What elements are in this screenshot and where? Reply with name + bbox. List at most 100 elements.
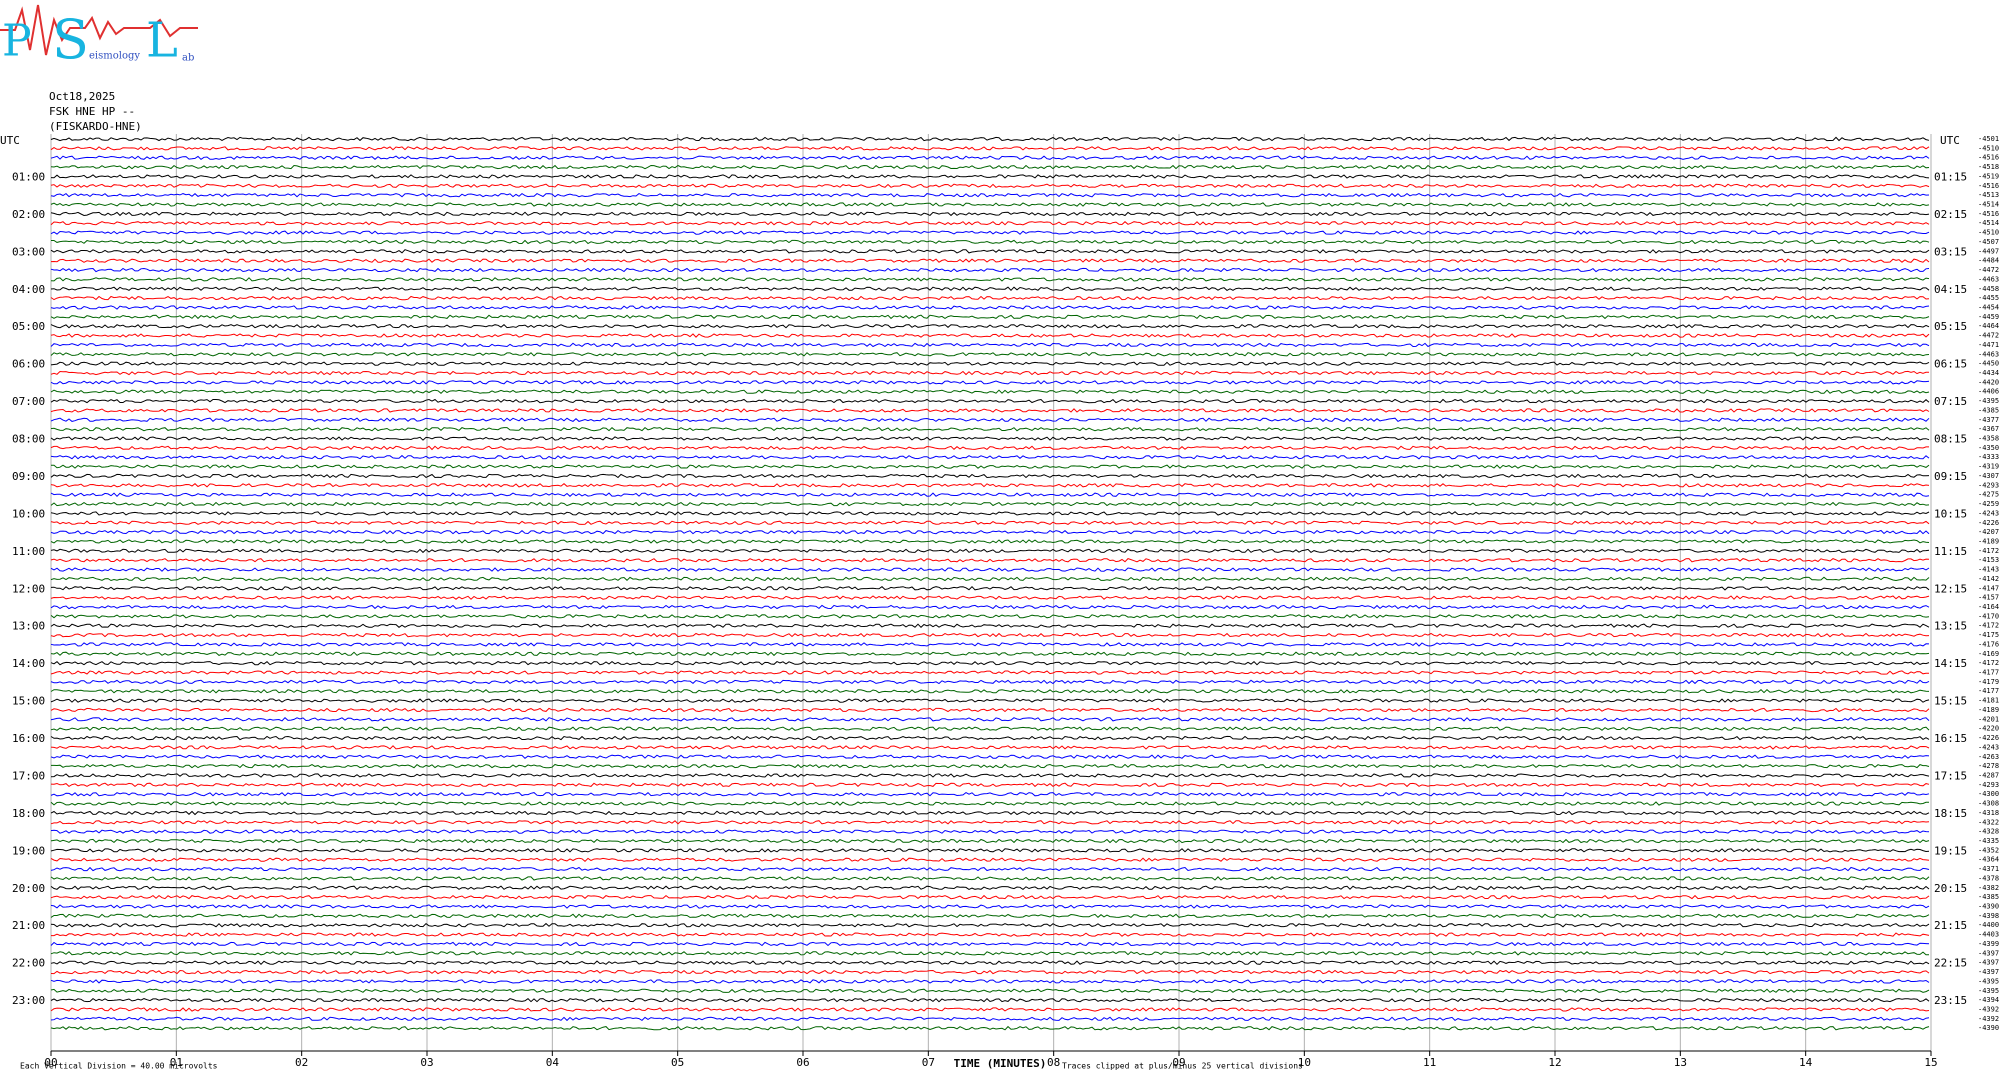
trace-offset: -4398	[1978, 912, 1999, 920]
trace-offset: -4308	[1978, 800, 1999, 808]
trace-offset: -4463	[1978, 275, 1999, 283]
trace-offset: -4392	[1978, 1005, 1999, 1013]
hour-label: 12:00	[12, 582, 45, 595]
hour-label: 03:15	[1934, 245, 1967, 258]
trace	[50, 174, 1930, 179]
hour-label: 16:00	[12, 732, 45, 745]
trace-offset: -4278	[1978, 762, 1999, 770]
hour-label: 02:15	[1934, 208, 1967, 221]
trace-offset: -4395	[1978, 987, 1999, 995]
trace	[50, 941, 1930, 947]
trace-offset: -4395	[1978, 977, 1999, 985]
hour-label: 08:00	[12, 433, 45, 446]
trace-offset: -4434	[1978, 369, 1999, 377]
trace-offset: -4319	[1978, 463, 1999, 471]
x-tick-label: 00	[44, 1056, 57, 1069]
trace-offset: -4513	[1978, 191, 1999, 199]
trace	[50, 146, 1930, 151]
trace	[50, 492, 1930, 498]
trace	[50, 557, 1930, 563]
trace-offset: -4390	[1978, 903, 1999, 911]
trace-offset: -4333	[1978, 453, 1999, 461]
trace-offset: -4307	[1978, 472, 1999, 480]
trace-offset: -4514	[1978, 201, 1999, 209]
clip-note: Traces clipped at plus/minus 25 vertical…	[1062, 1062, 1303, 1071]
trace	[50, 632, 1930, 638]
trace	[50, 529, 1930, 535]
trace-offset: -4406	[1978, 388, 1999, 396]
trace	[50, 483, 1930, 488]
hour-label: 12:15	[1934, 582, 1967, 595]
trace-offset: -4153	[1978, 556, 1999, 564]
trace-offset: -4335	[1978, 837, 1999, 845]
trace	[50, 689, 1930, 694]
trace	[50, 838, 1930, 844]
trace-offset: -4510	[1978, 229, 1999, 237]
trace	[50, 221, 1930, 226]
trace	[50, 829, 1930, 834]
trace	[50, 960, 1930, 966]
hour-label: 20:15	[1934, 882, 1967, 895]
hour-label: 06:00	[12, 358, 45, 371]
trace	[50, 417, 1930, 423]
utc-label: UTC	[1940, 134, 1960, 147]
trace	[50, 249, 1930, 254]
trace	[50, 979, 1930, 984]
trace	[50, 1007, 1930, 1012]
trace-offset: -4382	[1978, 884, 1999, 892]
trace-offset: -4350	[1978, 444, 1999, 452]
trace-offset: -4450	[1978, 360, 1999, 368]
hour-label: 01:00	[12, 170, 45, 183]
trace	[50, 398, 1930, 404]
trace	[50, 155, 1930, 160]
trace	[50, 754, 1930, 760]
hour-label: 18:00	[12, 807, 45, 820]
trace-offset: -4459	[1978, 313, 1999, 321]
hour-label: 10:15	[1934, 507, 1967, 520]
trace	[50, 969, 1930, 975]
trace	[50, 791, 1930, 797]
trace-offset: -4170	[1978, 612, 1999, 620]
x-tick-label: 10	[1298, 1056, 1311, 1069]
x-tick-label: 08	[1047, 1056, 1060, 1069]
trace	[50, 136, 1930, 142]
x-tick-label: 05	[671, 1056, 684, 1069]
hour-label: 23:15	[1934, 994, 1967, 1007]
trace	[51, 464, 1930, 469]
logo-letter: S	[52, 8, 89, 71]
x-tick-label: 14	[1799, 1056, 1813, 1069]
trace-offset: -4516	[1978, 182, 1999, 190]
hour-label: 10:00	[12, 507, 45, 520]
hour-label: 14:00	[12, 657, 45, 670]
trace-offset: -4507	[1978, 238, 1999, 246]
hour-label: 22:00	[12, 957, 45, 970]
trace-offset: -4516	[1978, 154, 1999, 162]
x-tick-label: 12	[1548, 1056, 1561, 1069]
trace	[50, 576, 1930, 582]
trace-offset: -4364	[1978, 856, 1999, 864]
hour-label: 02:00	[12, 208, 45, 221]
trace	[51, 932, 1930, 937]
trace	[50, 585, 1930, 591]
trace-offset: -4259	[1978, 500, 1999, 508]
trace-offset: -4385	[1978, 893, 1999, 901]
hour-label: 18:15	[1934, 807, 1967, 820]
hour-label: 19:00	[12, 844, 45, 857]
hour-label: 15:15	[1934, 695, 1967, 708]
trace-offset: -4176	[1978, 640, 1999, 648]
trace	[50, 904, 1930, 909]
x-tick-label: 04	[546, 1056, 560, 1069]
logo-letter: L	[146, 13, 178, 69]
trace-offset: -4463	[1978, 350, 1999, 358]
trace-offset: -4367	[1978, 425, 1999, 433]
traces	[50, 136, 1930, 1031]
trace	[50, 454, 1930, 460]
trace	[50, 548, 1930, 554]
trace	[50, 679, 1930, 685]
trace	[50, 295, 1930, 301]
hour-label: 03:00	[12, 245, 45, 258]
trace-offset: -4484	[1978, 257, 1999, 265]
trace-offset: -4293	[1978, 781, 1999, 789]
trace-offset: -4189	[1978, 706, 1999, 714]
